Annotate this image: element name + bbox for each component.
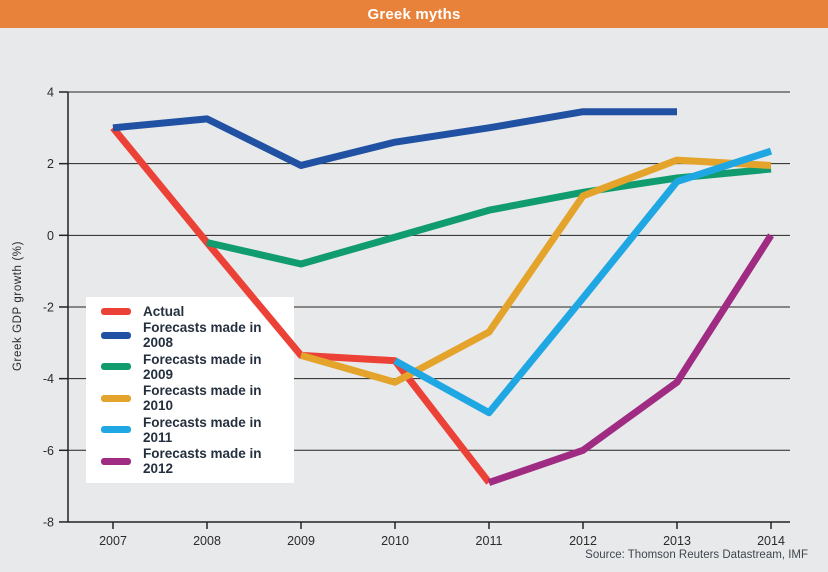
y-tick-label: 2	[47, 157, 54, 171]
y-tick-label: 4	[47, 86, 54, 100]
legend-item-actual: Actual	[86, 304, 294, 319]
legend-background	[86, 297, 294, 483]
series-line-forecasts-made-in-2008	[112, 108, 677, 169]
x-tick-label: 2012	[569, 534, 597, 548]
series-line-forecasts-made-in-2012	[487, 233, 774, 486]
legend-swatch-forecasts-made-in-2010	[101, 394, 131, 402]
y-axis-label: Greek GDP growth (%)	[12, 241, 24, 372]
legend-label: Forecasts made in 2008	[143, 320, 262, 351]
legend-item-forecasts-made-in-2011: Forecasts made in 2011	[86, 415, 294, 445]
y-tick-label: -4	[43, 372, 54, 386]
legend-label: Forecasts made in 2011	[143, 414, 262, 445]
legend: Actual Forecasts made in 2008 Forecasts ma…	[86, 297, 294, 483]
legend-item-forecasts-made-in-2010: Forecasts made in 2010	[86, 383, 294, 413]
series-line-forecasts-made-in-2009	[206, 165, 772, 268]
series-line-forecasts-made-in-2011	[393, 147, 773, 417]
series-line-forecasts-made-in-2010	[300, 156, 772, 386]
y-tick-label: -6	[43, 444, 54, 458]
legend-swatch-forecasts-made-in-2012	[101, 457, 131, 465]
legend-label: Forecasts made in 2012	[143, 446, 262, 477]
legend-swatch-forecasts-made-in-2008	[101, 331, 131, 339]
x-tick-label: 2010	[381, 534, 409, 548]
legend-label: Forecasts made in 2010	[143, 383, 262, 414]
x-tick-label: 2008	[193, 534, 221, 548]
legend-swatch-forecasts-made-in-2011	[101, 426, 131, 434]
page-title: Greek myths	[367, 5, 461, 23]
legend-label: Forecasts made in 2009	[143, 351, 262, 382]
legend-swatch-forecasts-made-in-2009	[101, 363, 131, 371]
y-tick-label: -8	[43, 515, 54, 529]
chart-title-bar: Greek myths	[0, 0, 828, 28]
y-tick-label: -2	[43, 300, 54, 314]
legend-item-forecasts-made-in-2009: Forecasts made in 2009	[86, 352, 294, 382]
x-tick-label: 2007	[99, 534, 127, 548]
x-tick-label: 2011	[476, 534, 503, 548]
x-tick-label: 2013	[663, 534, 691, 548]
y-tick-label: 0	[47, 229, 54, 243]
legend-swatch-actual	[101, 307, 131, 315]
x-tick-label: 2014	[757, 534, 785, 548]
source-note: Source: Thomson Reuters Datastream, IMF	[585, 549, 808, 561]
legend-item-forecasts-made-in-2012: Forecasts made in 2012	[86, 446, 294, 476]
legend-item-forecasts-made-in-2008: Forecasts made in 2008	[86, 320, 294, 350]
legend-label: Actual	[143, 303, 185, 319]
x-tick-label: 2009	[287, 534, 315, 548]
